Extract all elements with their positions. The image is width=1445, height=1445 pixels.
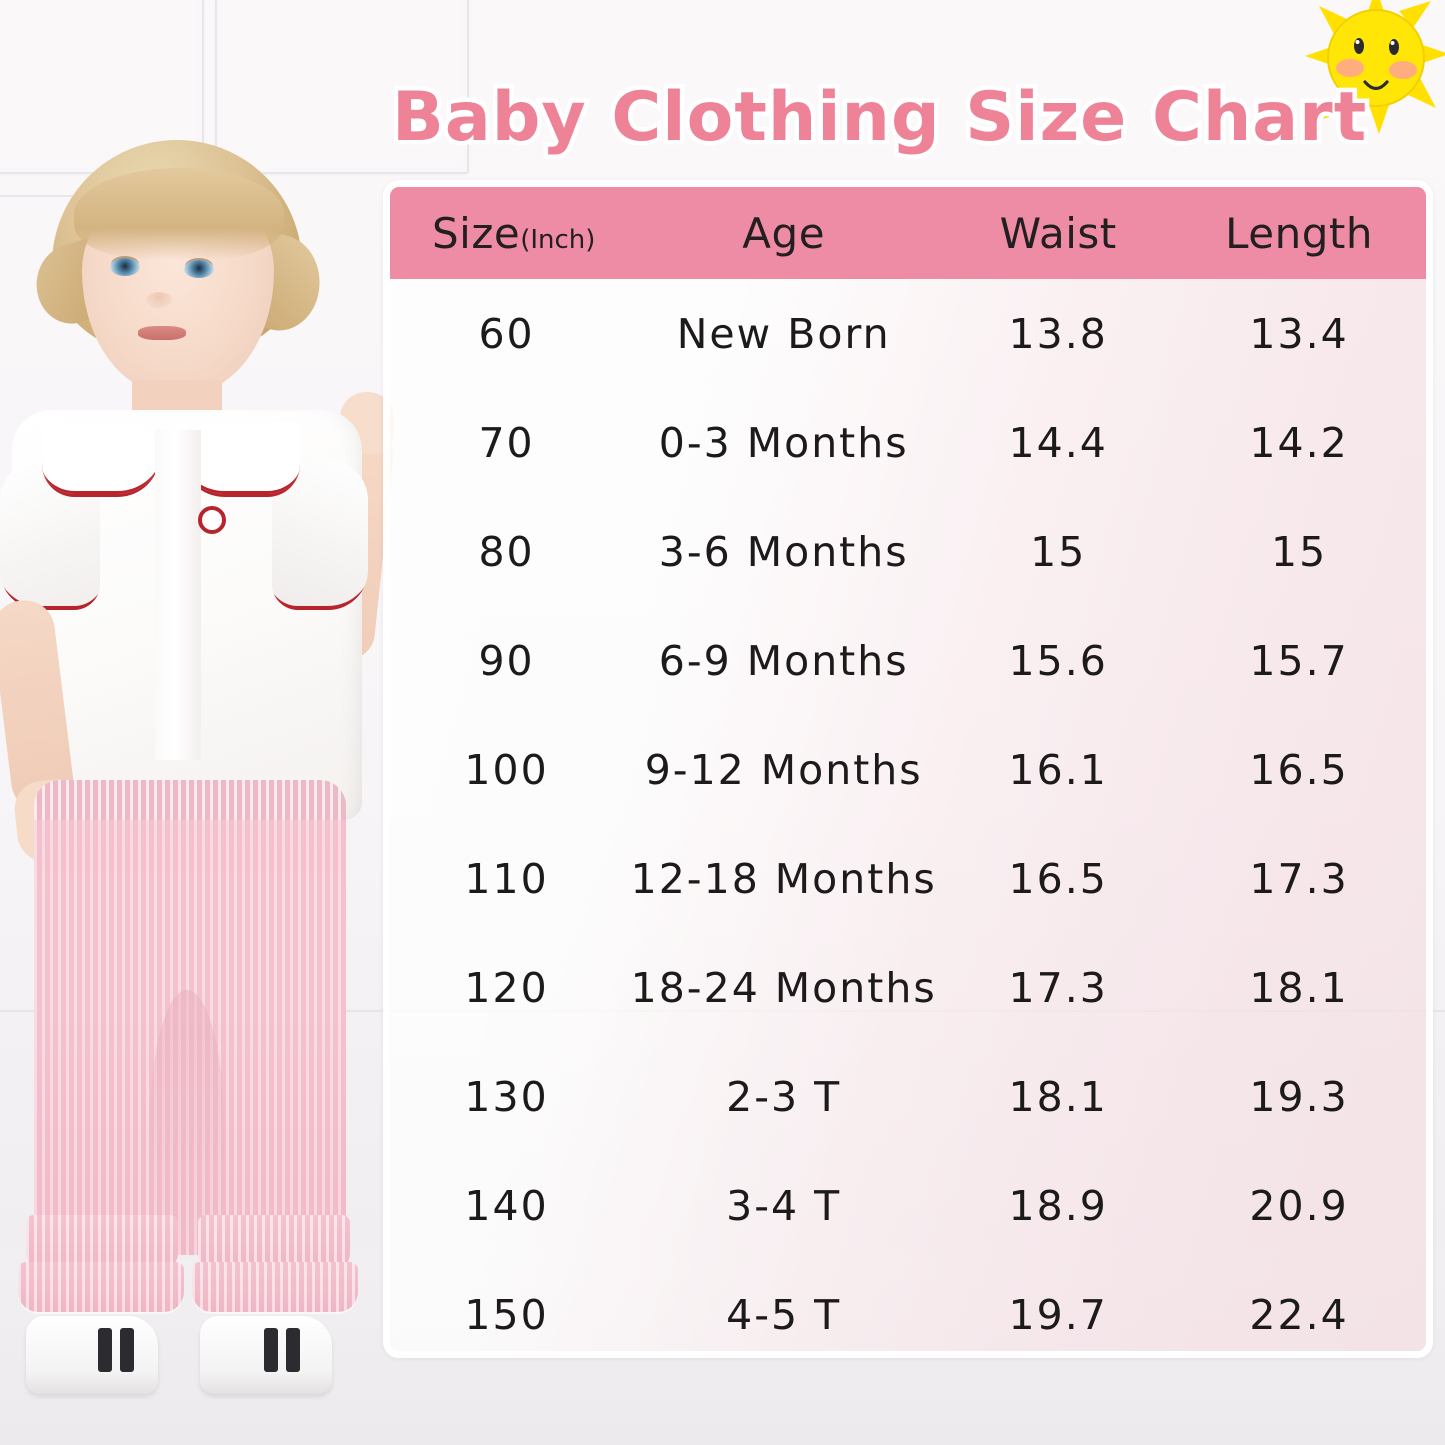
cell-age: 3-6 Months xyxy=(658,527,909,576)
cell-size: 120 xyxy=(464,963,549,1012)
cell-waist: 18.1 xyxy=(1008,1072,1108,1121)
cell-size: 150 xyxy=(464,1290,549,1339)
mouth xyxy=(138,326,186,340)
page-title: Baby Clothing Size Chart xyxy=(388,74,1371,162)
cell-size: 140 xyxy=(464,1181,549,1230)
table-row: 110 12-18 Months 16.5 17.3 xyxy=(390,824,1426,933)
cell-size: 70 xyxy=(478,418,535,467)
table-row: 60 New Born 13.8 13.4 xyxy=(390,279,1426,388)
cell-age: 4-5 T xyxy=(726,1290,842,1339)
table-row: 120 18-24 Months 17.3 18.1 xyxy=(390,933,1426,1042)
toddler-photo xyxy=(0,130,400,1445)
cell-waist: 15.6 xyxy=(1008,636,1108,685)
sneaker-stripe xyxy=(286,1328,300,1372)
cell-size: 130 xyxy=(464,1072,549,1121)
cell-age: New Born xyxy=(676,309,891,358)
cell-length: 13.4 xyxy=(1249,309,1349,358)
cell-length: 18.1 xyxy=(1249,963,1349,1012)
cell-waist: 15 xyxy=(1030,527,1087,576)
cell-length: 16.5 xyxy=(1249,745,1349,794)
column-header-waist: Waist xyxy=(944,187,1173,279)
cell-waist: 18.9 xyxy=(1008,1181,1108,1230)
cell-length: 20.9 xyxy=(1249,1181,1349,1230)
cell-length: 17.3 xyxy=(1249,854,1349,903)
size-chart-card: Size(Inch) Age Waist Length 60 New Born … xyxy=(383,180,1433,1358)
collar-left xyxy=(42,422,160,497)
table-row: 90 6-9 Months 15.6 15.7 xyxy=(390,606,1426,715)
cell-waist: 19.7 xyxy=(1008,1290,1108,1339)
cell-age: 18-24 Months xyxy=(630,963,937,1012)
cell-age: 9-12 Months xyxy=(644,745,923,794)
ruffle-hem-left-lower xyxy=(18,1262,184,1312)
cell-age: 0-3 Months xyxy=(658,418,909,467)
blouse-button xyxy=(198,506,226,534)
cell-age: 12-18 Months xyxy=(630,854,937,903)
column-header-age: Age xyxy=(623,187,945,279)
cell-length: 19.3 xyxy=(1249,1072,1349,1121)
cell-age: 3-4 T xyxy=(726,1181,842,1230)
cell-waist: 16.5 xyxy=(1008,854,1108,903)
sneaker-right xyxy=(200,1316,332,1394)
cell-size: 90 xyxy=(478,636,535,685)
wall-moulding-panel xyxy=(215,0,469,174)
cell-size: 60 xyxy=(478,309,535,358)
cell-length: 14.2 xyxy=(1249,418,1349,467)
cell-length: 22.4 xyxy=(1249,1290,1349,1339)
table-header-row: Size(Inch) Age Waist Length xyxy=(390,187,1426,279)
cell-size: 80 xyxy=(478,527,535,576)
sneaker-stripe xyxy=(98,1328,112,1372)
cell-length: 15.7 xyxy=(1249,636,1349,685)
cell-age: 6-9 Months xyxy=(658,636,909,685)
column-header-size-label: Size xyxy=(432,208,521,258)
sneaker-stripe xyxy=(264,1328,278,1372)
column-header-size: Size(Inch) xyxy=(390,187,624,279)
nose xyxy=(146,292,172,308)
table-header: Size(Inch) Age Waist Length xyxy=(390,187,1426,279)
cell-waist: 13.8 xyxy=(1008,309,1108,358)
leggings-waistband xyxy=(34,780,346,820)
cell-waist: 17.3 xyxy=(1008,963,1108,1012)
table-row: 150 4-5 T 19.7 22.4 xyxy=(390,1260,1426,1351)
cell-age: 2-3 T xyxy=(726,1072,842,1121)
collar-right xyxy=(182,422,300,497)
button-placket xyxy=(155,430,201,760)
cell-length: 15 xyxy=(1270,527,1328,576)
sneaker-left xyxy=(26,1316,158,1394)
ruffle-hem-right-lower xyxy=(192,1262,358,1312)
hair-fringe xyxy=(74,168,284,260)
table-row: 70 0-3 Months 14.4 14.2 xyxy=(390,388,1426,497)
cell-size: 110 xyxy=(464,854,549,903)
sneaker-stripe xyxy=(120,1328,134,1372)
sun-smiling-icon xyxy=(1305,0,1445,134)
table-row: 140 3-4 T 18.9 20.9 xyxy=(390,1151,1426,1260)
table-row: 100 9-12 Months 16.1 16.5 xyxy=(390,715,1426,824)
column-header-length: Length xyxy=(1172,187,1426,279)
table-row: 130 2-3 T 18.1 19.3 xyxy=(390,1042,1426,1151)
table-row: 80 3-6 Months 15 15 xyxy=(390,497,1426,606)
column-header-size-unit: (Inch) xyxy=(520,224,596,255)
cell-waist: 16.1 xyxy=(1008,745,1108,794)
card-translucent-overlay xyxy=(390,187,1426,1351)
eye-right xyxy=(184,260,214,278)
eye-left xyxy=(110,258,140,276)
cell-waist: 14.4 xyxy=(1008,418,1108,467)
table-body: 60 New Born 13.8 13.4 70 0-3 Months 14.4… xyxy=(390,279,1426,1351)
size-chart-table: Size(Inch) Age Waist Length 60 New Born … xyxy=(390,187,1426,1351)
cell-size: 100 xyxy=(464,745,549,794)
